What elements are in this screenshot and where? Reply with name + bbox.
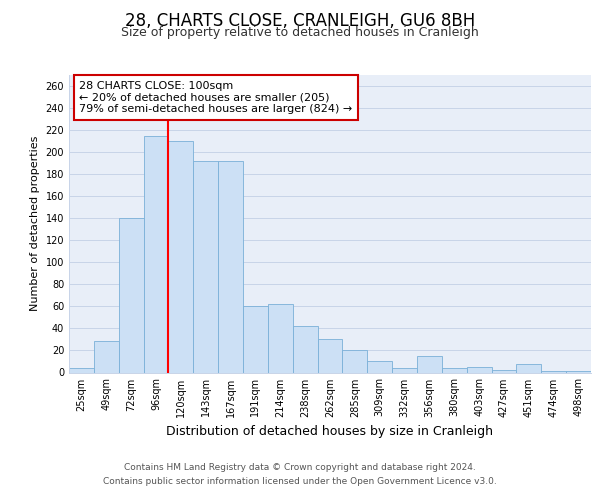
Text: Size of property relative to detached houses in Cranleigh: Size of property relative to detached ho… (121, 26, 479, 39)
Bar (243, 306, 268, 372)
Bar (143, 136, 169, 372)
Text: Contains HM Land Registry data © Crown copyright and database right 2024.: Contains HM Land Registry data © Crown c… (124, 464, 476, 472)
Bar (417, 356, 442, 372)
Bar (218, 161, 243, 372)
Bar (442, 368, 467, 372)
Bar (94, 340, 119, 372)
Bar (467, 367, 491, 372)
Bar (367, 362, 392, 372)
Bar (517, 364, 541, 372)
Bar (343, 350, 367, 372)
Y-axis label: Number of detached properties: Number of detached properties (30, 136, 40, 312)
Bar (119, 218, 143, 372)
Bar (169, 141, 193, 372)
X-axis label: Distribution of detached houses by size in Cranleigh: Distribution of detached houses by size … (167, 425, 493, 438)
Bar (491, 370, 517, 372)
Bar (193, 161, 218, 372)
Text: 28, CHARTS CLOSE, CRANLEIGH, GU6 8BH: 28, CHARTS CLOSE, CRANLEIGH, GU6 8BH (125, 12, 475, 30)
Bar (392, 368, 417, 372)
Text: 28 CHARTS CLOSE: 100sqm
← 20% of detached houses are smaller (205)
79% of semi-d: 28 CHARTS CLOSE: 100sqm ← 20% of detache… (79, 81, 353, 114)
Bar (268, 304, 293, 372)
Bar (293, 326, 317, 372)
Text: Contains public sector information licensed under the Open Government Licence v3: Contains public sector information licen… (103, 477, 497, 486)
Bar (317, 340, 343, 372)
Bar (69, 368, 94, 372)
